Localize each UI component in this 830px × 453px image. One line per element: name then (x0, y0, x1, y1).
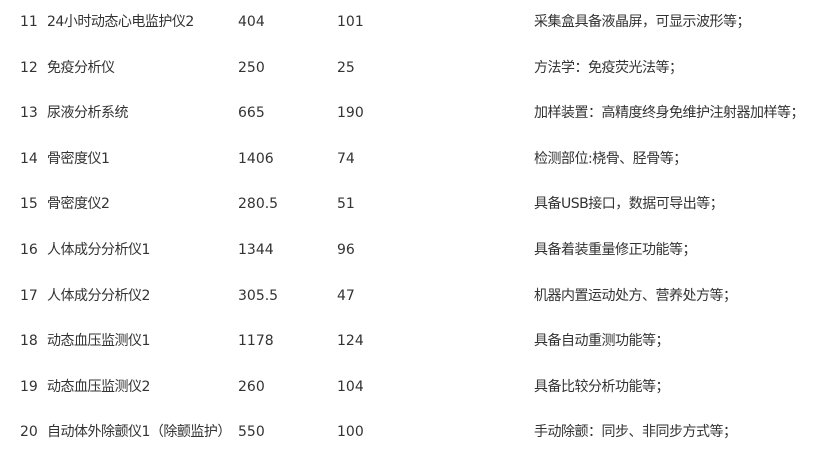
device-name: 人体成分分析仪2 (47, 287, 150, 304)
device-name: 自动体外除颤仪1（除颤监护） (47, 424, 231, 441)
description: 具备自动重测功能等； (534, 333, 670, 350)
device-name: 24小时动态心电监护仪2 (47, 14, 194, 30)
row-number: 19 (20, 378, 38, 395)
row-number: 17 (20, 287, 38, 304)
value-2: 100 (337, 424, 364, 441)
table-row: 17 人体成分分析仪2 305.5 47 机器内置运动处方、营养处方等； (0, 286, 830, 306)
value-1: 1178 (238, 333, 274, 350)
value-2: 104 (337, 378, 364, 395)
table-row: 19 动态血压监测仪2 260 104 具备比较分析功能等； (0, 377, 830, 397)
value-1: 665 (238, 105, 265, 122)
row-number: 18 (20, 333, 38, 350)
value-1: 280.5 (238, 196, 279, 213)
description: 采集盒具备液晶屏，可显示波形等； (534, 14, 751, 30)
device-name: 人体成分分析仪1 (47, 242, 150, 258)
table-row: 15 骨密度仪2 280.5 51 具备USB接口，数据可导出等； (0, 194, 830, 214)
value-2: 101 (337, 14, 364, 30)
value-1: 1344 (238, 242, 274, 258)
value-1: 404 (238, 14, 265, 30)
table-row: 13 尿液分析系统 665 190 加样装置：高精度终身免维护注射器加样等； (0, 103, 830, 123)
table-row: 11 24小时动态心电监护仪2 404 101 采集盒具备液晶屏，可显示波形等； (0, 12, 830, 32)
value-2: 190 (337, 105, 364, 122)
row-number: 13 (20, 105, 38, 122)
device-name: 免疫分析仪 (47, 59, 115, 76)
value-1: 305.5 (238, 287, 279, 304)
description: 手动除颤：同步、非同步方式等； (534, 424, 737, 441)
row-number: 16 (20, 242, 38, 258)
table-row: 18 动态血压监测仪1 1178 124 具备自动重测功能等； (0, 331, 830, 351)
table-row: 16 人体成分分析仪1 1344 96 具备着装重量修正功能等； (0, 240, 830, 260)
value-1: 250 (238, 59, 265, 76)
description: 具备比较分析功能等； (534, 378, 670, 395)
row-number: 12 (20, 59, 38, 76)
value-2: 96 (337, 242, 355, 258)
description: 机器内置运动处方、营养处方等； (534, 287, 737, 304)
description: 具备着装重量修正功能等； (534, 242, 697, 258)
value-2: 47 (337, 287, 355, 304)
device-name: 动态血压监测仪2 (47, 378, 150, 395)
row-number: 11 (20, 14, 38, 30)
description: 具备USB接口，数据可导出等； (534, 196, 724, 213)
table-row: 20 自动体外除颤仪1（除颤监护） 550 100 手动除颤：同步、非同步方式等； (0, 422, 830, 442)
value-2: 124 (337, 333, 364, 350)
row-number: 15 (20, 196, 38, 213)
value-1: 1406 (238, 150, 274, 167)
table-row: 12 免疫分析仪 250 25 方法学：免疫荧光法等； (0, 58, 830, 78)
description: 检测部位:桡骨、胫骨等； (534, 150, 687, 167)
table-row: 14 骨密度仪1 1406 74 检测部位:桡骨、胫骨等； (0, 149, 830, 169)
description: 方法学：免疫荧光法等； (534, 59, 683, 76)
device-name: 骨密度仪1 (47, 150, 110, 167)
device-name: 尿液分析系统 (47, 105, 129, 122)
row-number: 14 (20, 150, 38, 167)
row-number: 20 (20, 424, 38, 441)
device-name: 动态血压监测仪1 (47, 333, 150, 350)
value-2: 51 (337, 196, 355, 213)
description: 加样装置：高精度终身免维护注射器加样等； (534, 105, 805, 122)
value-1: 260 (238, 378, 265, 395)
value-2: 25 (337, 59, 355, 76)
device-name: 骨密度仪2 (47, 196, 110, 213)
value-1: 550 (238, 424, 265, 441)
value-2: 74 (337, 150, 355, 167)
